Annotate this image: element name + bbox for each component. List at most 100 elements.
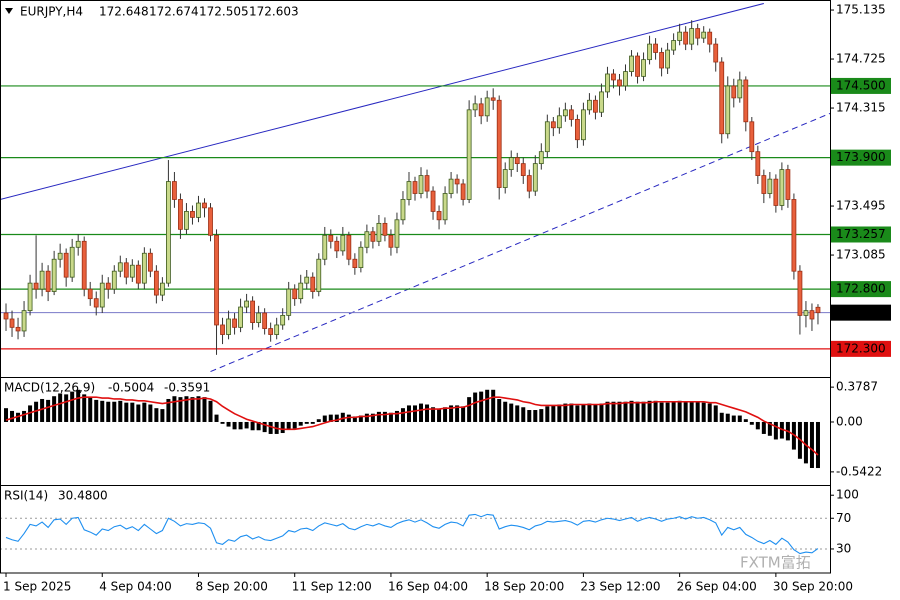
- macd-bar: [172, 396, 177, 422]
- macd-signal-value: -0.3591: [164, 381, 210, 395]
- macd-bar: [689, 401, 694, 422]
- macd-bar: [569, 403, 574, 422]
- macd-bar: [364, 413, 369, 422]
- macd-bar: [575, 405, 580, 422]
- candle-body-bear: [731, 85, 737, 99]
- candle-body-bear: [454, 178, 460, 185]
- macd-bar: [100, 400, 105, 422]
- candle-body-bear: [773, 178, 779, 206]
- high-price: 172.674: [149, 5, 199, 19]
- level-label-box: [831, 281, 891, 298]
- candle-body-bull: [725, 85, 731, 135]
- macd-bar: [713, 405, 718, 422]
- macd-bar: [683, 401, 688, 422]
- macd-bar: [256, 421, 261, 431]
- candle-body-bull: [99, 282, 105, 308]
- macd-bar: [611, 401, 616, 422]
- candle-body-bear: [430, 190, 436, 212]
- macd-bar: [178, 397, 183, 422]
- candle-body-bull: [466, 109, 472, 200]
- candle-body-bull: [605, 73, 610, 93]
- macd-bar: [617, 401, 622, 422]
- candle-body-bear: [208, 207, 213, 236]
- candle-body-bear: [436, 211, 442, 221]
- candle-body-bull: [803, 310, 809, 316]
- y-tick-label: 173.085: [836, 248, 886, 262]
- macd-bar: [166, 398, 171, 422]
- macd-bar: [479, 391, 484, 422]
- candle-body-bear: [526, 175, 532, 192]
- macd-bar: [310, 421, 315, 424]
- macd-bar: [413, 405, 417, 422]
- candle-body-bull: [641, 59, 646, 77]
- candle-body-bear: [683, 31, 689, 45]
- x-tick-label: 4 Sep 04:00: [99, 580, 171, 594]
- candle-body-bear: [328, 234, 334, 242]
- frame: [0, 0, 831, 574]
- macd-bar: [64, 394, 69, 422]
- macd-bar: [731, 415, 736, 422]
- macd-bar: [184, 396, 189, 422]
- x-tick-label: 18 Sep 20:00: [484, 580, 564, 594]
- candle-body-bull: [767, 178, 773, 194]
- y-tick-label: 174.315: [836, 101, 886, 115]
- macd-bar: [334, 414, 339, 422]
- candle-body-bear: [635, 55, 640, 77]
- macd-bar: [70, 391, 75, 422]
- macd-bar: [40, 398, 45, 422]
- macd-bar: [443, 407, 448, 422]
- candle-body-bull: [364, 231, 370, 248]
- macd-bar: [154, 408, 159, 422]
- macd-bar: [761, 421, 766, 434]
- candle-body-bear: [15, 326, 21, 332]
- macd-bar: [431, 407, 436, 422]
- candle-body-bear: [424, 175, 430, 192]
- candle-body-bear: [153, 270, 159, 296]
- macd-bar: [719, 412, 724, 422]
- candle-body-bull: [57, 252, 63, 260]
- macd-bar: [382, 411, 387, 422]
- macd-bar: [623, 401, 628, 422]
- macd-bar: [124, 402, 129, 422]
- candle-body-bull: [316, 258, 322, 292]
- macd-bar: [449, 405, 454, 422]
- candle-body-bull: [448, 178, 454, 194]
- macd-bar: [527, 410, 532, 422]
- macd-bar: [509, 403, 514, 422]
- x-tick-label: 26 Sep 04:00: [677, 580, 757, 594]
- candle-body-bull: [556, 115, 562, 129]
- macd-bar: [304, 421, 309, 424]
- candle-body-bear: [719, 61, 725, 135]
- candle-body-bear: [514, 157, 520, 165]
- candle-body-bear: [574, 118, 580, 141]
- candle-body-bull: [129, 264, 135, 278]
- macd-bar: [677, 400, 682, 422]
- candle-body-bear: [490, 97, 496, 101]
- macd-bar: [16, 412, 21, 422]
- macd-bar: [659, 402, 664, 422]
- macd-bar: [22, 410, 27, 422]
- macd-bar: [262, 421, 267, 433]
- candle-body-bear: [220, 324, 225, 335]
- candle-body-bull: [226, 318, 231, 335]
- macd-bar: [250, 421, 255, 431]
- candle-body-bear: [520, 163, 526, 176]
- macd-bar: [298, 421, 303, 426]
- y-tick-label: 30: [836, 541, 851, 555]
- candle-body-bear: [761, 175, 767, 194]
- candle-body-bull: [406, 181, 412, 200]
- candle-body-bear: [791, 199, 797, 272]
- y-tick-label: 0.3787: [836, 380, 878, 394]
- candle-body-bear: [105, 282, 111, 290]
- candle-body-bull: [418, 175, 424, 194]
- candle-body-bear: [568, 109, 574, 120]
- macd-bar: [82, 394, 87, 422]
- candle-body-bear: [388, 234, 394, 248]
- candle-body-bear: [346, 234, 352, 260]
- candle-body-bull: [358, 246, 364, 268]
- level-label-box: [831, 340, 891, 357]
- candle-body-bear: [617, 79, 622, 87]
- macd-bar: [635, 401, 640, 422]
- candle-body-bear: [123, 262, 129, 278]
- macd-bar: [437, 409, 442, 422]
